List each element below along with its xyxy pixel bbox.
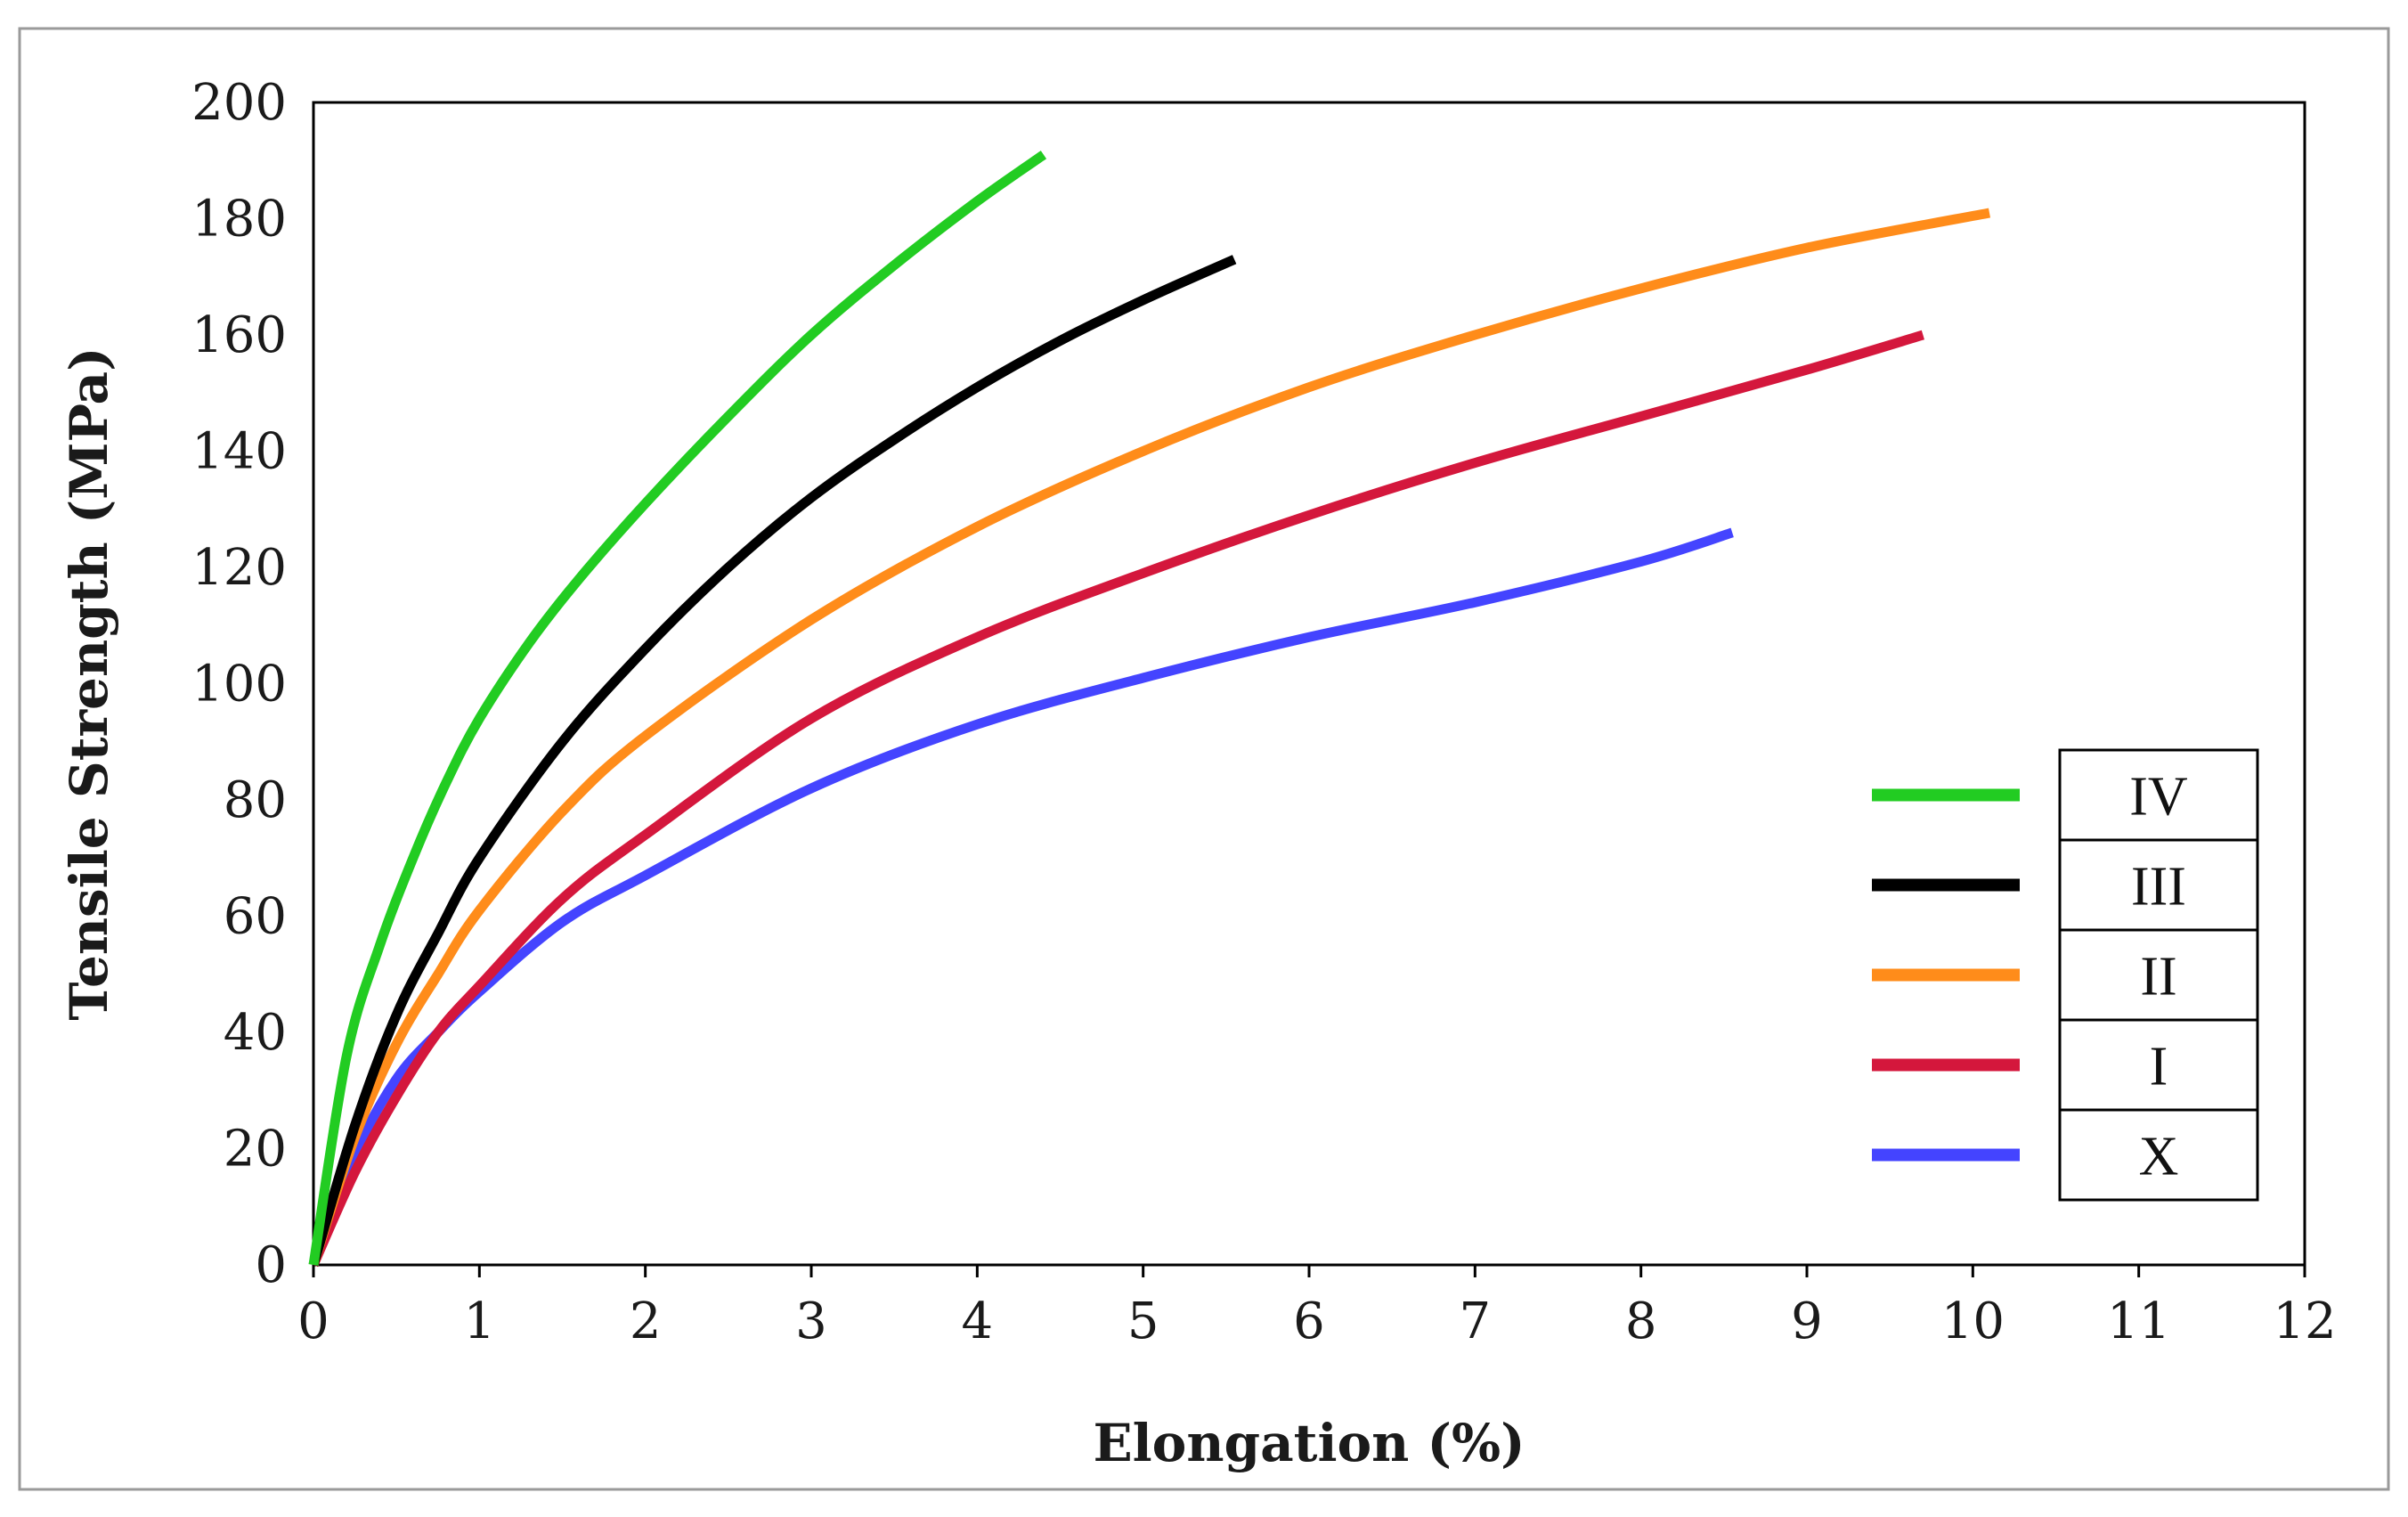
y-tick-label: 80 <box>224 771 287 829</box>
series-line-x <box>308 527 1734 1267</box>
y-axis-title: Tensile Strength (MPa) <box>59 347 119 1020</box>
legend-label-iv: IV <box>2129 767 2188 828</box>
x-tick-label: 1 <box>464 1293 496 1350</box>
series-line-i <box>308 330 1924 1268</box>
legend-cell <box>2058 838 2259 932</box>
y-tick-label: 160 <box>191 306 287 364</box>
y-tick-label: 40 <box>224 1004 287 1062</box>
y-tick-label: 0 <box>255 1236 287 1294</box>
legend-cell <box>2058 1108 2259 1202</box>
y-tick-label: 100 <box>191 656 287 714</box>
legend-label-x: X <box>2139 1127 2179 1187</box>
y-tick-label: 140 <box>191 423 287 481</box>
legend-label-iii: III <box>2131 857 2186 918</box>
x-axis-title: Elongation (%) <box>1093 1413 1525 1473</box>
series-line-iv <box>308 151 1047 1266</box>
x-tick-label: 5 <box>1127 1293 1159 1350</box>
legend-label-ii: II <box>2140 947 2176 1007</box>
y-tick-label: 180 <box>191 191 287 249</box>
y-tick-label: 60 <box>224 888 287 946</box>
x-tick-label: 10 <box>1941 1293 2005 1350</box>
x-tick-label: 4 <box>962 1293 994 1350</box>
x-tick-label: 12 <box>2273 1293 2336 1350</box>
x-tick-label: 8 <box>1625 1293 1657 1350</box>
series-line-iii <box>308 255 1237 1267</box>
x-tick-label: 3 <box>795 1293 827 1350</box>
legend-cell <box>2058 928 2259 1022</box>
x-tick-label: 2 <box>630 1293 662 1350</box>
series-line-ii <box>308 208 1991 1267</box>
legend-label-i: I <box>2150 1037 2168 1097</box>
legend-cell <box>2058 748 2259 842</box>
series-lines <box>308 151 1991 1268</box>
legend-cell <box>2058 1018 2259 1112</box>
y-tick-label: 200 <box>191 74 287 132</box>
y-tick-label: 120 <box>191 539 287 597</box>
x-tick-label: 9 <box>1791 1293 1823 1350</box>
x-tick-label: 7 <box>1460 1293 1492 1350</box>
x-tick-label: 11 <box>2107 1293 2170 1350</box>
x-tick-label: 6 <box>1293 1293 1325 1350</box>
x-tick-label: 0 <box>297 1293 329 1350</box>
y-tick-label: 20 <box>224 1121 287 1179</box>
